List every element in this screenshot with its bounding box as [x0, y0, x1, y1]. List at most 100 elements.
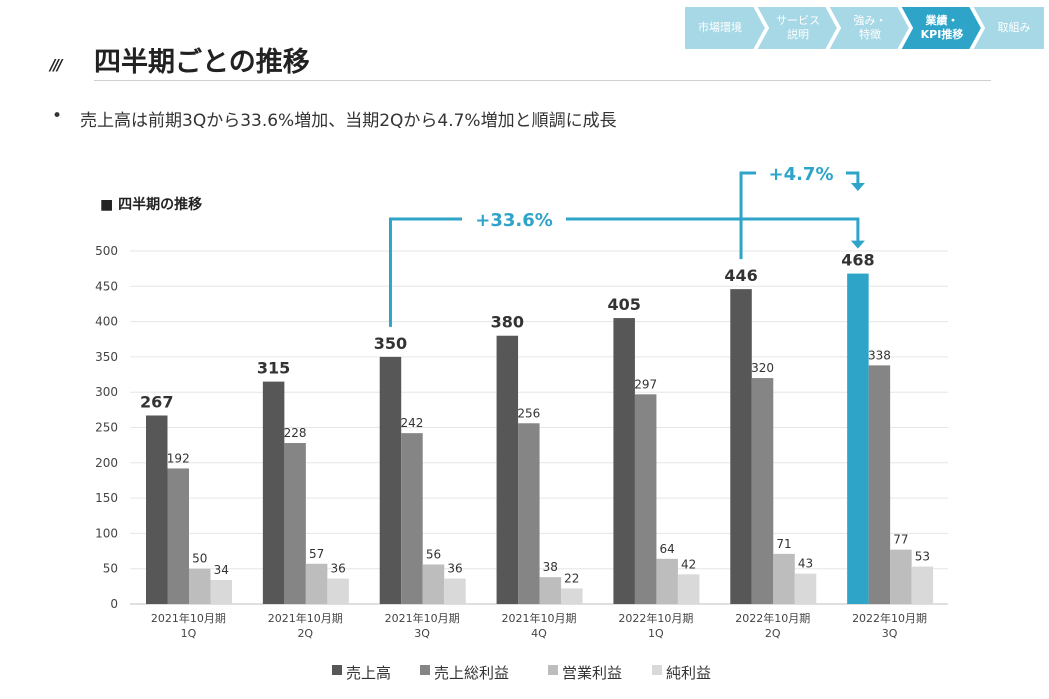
bar-4-1: [210, 579, 232, 604]
bar-1-6: [730, 289, 752, 604]
bar-3-2: [305, 563, 328, 604]
y-tick-label: 500: [95, 244, 118, 258]
data-label-2-7: 338: [868, 348, 891, 362]
title-divider: [94, 80, 991, 81]
bar-1-4: [496, 335, 519, 604]
bar-4-7: [911, 566, 934, 604]
bar-3-7: [890, 549, 912, 604]
legend-label-4: 純利益: [666, 664, 711, 682]
data-label-2-5: 297: [634, 377, 657, 391]
x-tick-label-year: 2022年10月期: [618, 611, 693, 625]
data-label-4-5: 42: [681, 557, 696, 571]
data-label-3-5: 64: [660, 542, 675, 556]
legend-label-1: 売上高: [346, 664, 391, 682]
growth-bracket-1: [388, 217, 860, 327]
bar-3-1: [189, 568, 211, 604]
data-label-4-3: 36: [447, 562, 462, 576]
x-tick-label-quarter: 2Q: [297, 627, 313, 640]
bar-4-4: [561, 588, 583, 604]
data-label-1-6: 446: [724, 266, 757, 285]
y-tick-label: 250: [95, 421, 118, 435]
bar-2-7: [868, 365, 891, 604]
y-tick-label: 50: [103, 562, 118, 576]
growth-arrowhead-2: [850, 183, 865, 191]
nav-step-3[interactable]: 強み・ 特徴: [853, 14, 887, 41]
x-tick-label-year: 2022年10月期: [852, 611, 927, 625]
bullet-marker: •: [52, 106, 63, 126]
y-tick-label: 350: [95, 350, 118, 364]
data-label-2-4: 256: [517, 406, 540, 420]
data-label-4-2: 36: [330, 562, 345, 576]
bar-1-2: [262, 381, 285, 604]
legend-label-2: 売上総利益: [434, 664, 509, 682]
data-label-2-3: 242: [401, 416, 424, 430]
bar-2-1: [167, 468, 189, 604]
data-label-3-6: 71: [776, 537, 791, 551]
summary-text: 売上高は前期3Qから33.6%増加、当期2Qから4.7%増加と順調に成長: [80, 111, 617, 131]
y-tick-label: 300: [95, 385, 118, 399]
y-tick-label: 100: [95, 526, 118, 540]
bar-1-7: [847, 273, 869, 604]
growth-arrowhead-1: [850, 240, 865, 249]
data-label-4-6: 43: [798, 557, 813, 571]
x-tick-label-quarter: 3Q: [414, 627, 430, 640]
legend-swatch-3: [548, 665, 558, 675]
data-label-1-2: 315: [257, 359, 290, 378]
data-label-4-1: 34: [214, 563, 229, 577]
title-decoration: ///: [50, 56, 63, 74]
bar-3-4: [539, 577, 562, 604]
data-label-4-4: 22: [564, 571, 579, 585]
data-label-1-1: 267: [140, 392, 173, 411]
bar-4-2: [327, 578, 349, 604]
data-label-3-4: 38: [543, 560, 558, 574]
y-tick-label: 200: [95, 456, 118, 470]
bar-1-3: [379, 356, 402, 604]
growth-label-bg-2: [756, 161, 846, 185]
x-tick-label-year: 2021年10月期: [151, 611, 226, 625]
y-tick-label: 0: [110, 597, 118, 611]
legend-swatch-2: [420, 665, 430, 675]
bar-3-3: [422, 564, 445, 604]
growth-label-2: +4.7%: [768, 164, 833, 185]
nav-step-shape-1: [683, 5, 768, 51]
bar-1-1: [146, 415, 168, 604]
data-label-2-6: 320: [751, 361, 774, 375]
legend-label-3: 営業利益: [562, 664, 622, 682]
data-label-2-2: 228: [284, 426, 307, 440]
y-tick-label: 150: [95, 491, 118, 505]
growth-label-1: +33.6%: [475, 210, 553, 231]
x-tick-label-year: 2021年10月期: [385, 611, 460, 625]
data-label-1-5: 405: [607, 295, 640, 314]
bar-4-6: [794, 573, 817, 604]
nav-step-1[interactable]: 市場環境: [698, 21, 742, 34]
bar-3-5: [656, 558, 678, 604]
chart-title: ■ 四半期の推移: [100, 196, 202, 213]
x-tick-label-year: 2021年10月期: [502, 611, 577, 625]
data-label-2-1: 192: [167, 451, 190, 465]
data-label-3-2: 57: [309, 547, 324, 561]
x-tick-label-year: 2021年10月期: [268, 611, 343, 625]
growth-label-bg-1: [462, 207, 566, 231]
legend-swatch-1: [332, 665, 342, 675]
data-label-1-7: 468: [841, 251, 874, 270]
y-tick-label: 400: [95, 315, 118, 329]
bar-2-4: [518, 423, 540, 604]
legend-swatch-4: [652, 665, 662, 675]
bar-4-3: [444, 578, 466, 604]
nav-step-4[interactable]: 業績・ KPI推移: [920, 14, 964, 41]
data-label-1-3: 350: [374, 334, 407, 353]
nav-step-2[interactable]: サービス 説明: [776, 14, 820, 41]
bar-2-5: [634, 394, 657, 604]
growth-bracket-2: [739, 171, 860, 260]
x-tick-label-quarter: 1Q: [648, 627, 664, 640]
nav-step-5[interactable]: 取組み: [997, 21, 1031, 34]
x-tick-label-quarter: 1Q: [181, 627, 197, 640]
x-tick-label-year: 2022年10月期: [735, 611, 810, 625]
bar-1-5: [613, 318, 635, 604]
data-label-3-7: 77: [893, 533, 908, 547]
data-label-3-1: 50: [192, 552, 207, 566]
y-tick-label: 450: [95, 279, 118, 293]
data-label-3-3: 56: [426, 547, 441, 561]
bar-2-2: [284, 443, 306, 604]
